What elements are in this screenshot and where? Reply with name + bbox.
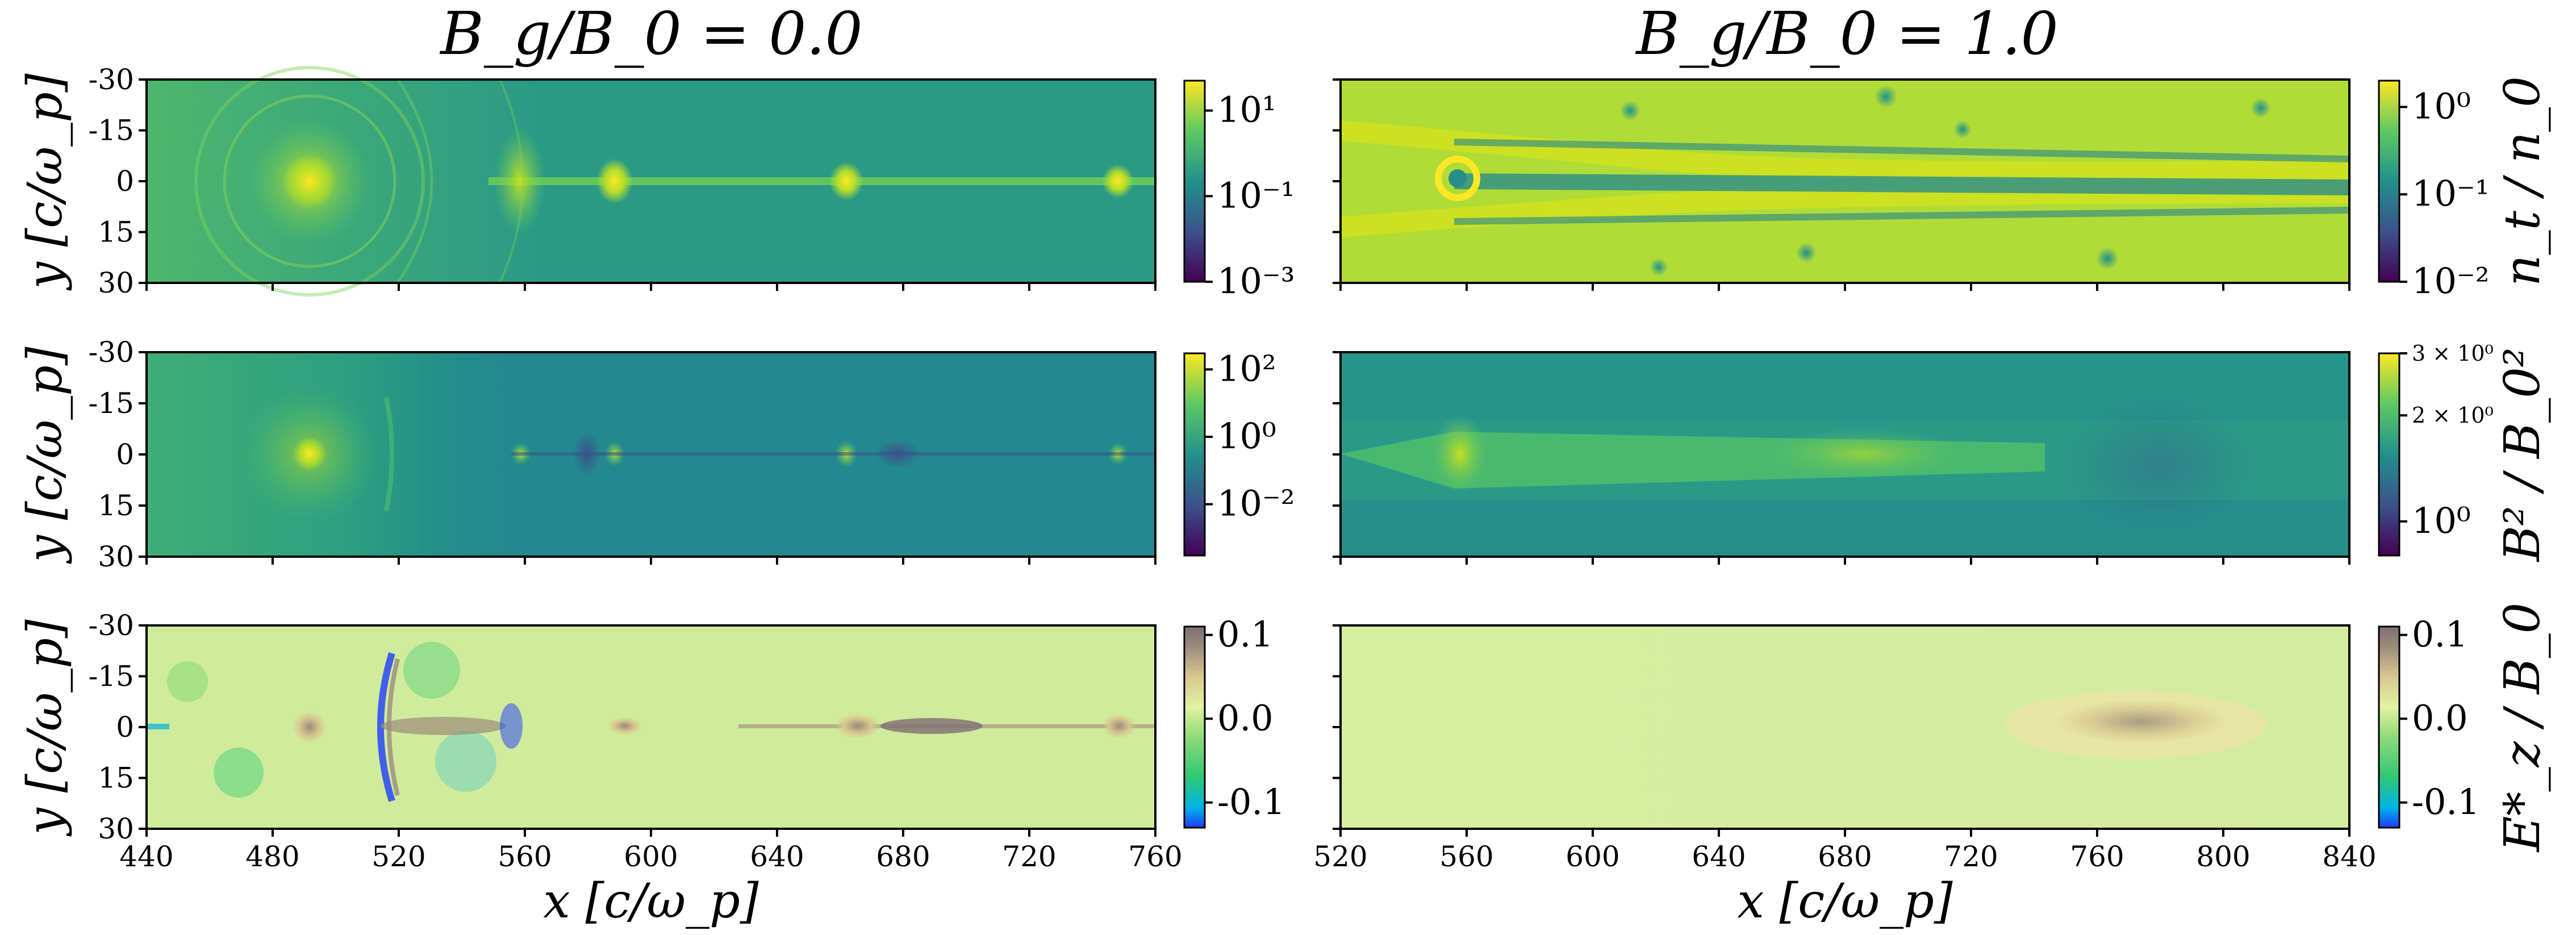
y-tick-label: 15 bbox=[98, 762, 134, 795]
colorbar-label-r2: E*_z / B_0 bbox=[2494, 603, 2551, 853]
colorbar-tick-label: 0.0 bbox=[1217, 697, 1274, 738]
y-axis-label: y [c/ω_p] bbox=[17, 347, 73, 565]
x-tick-label: 760 bbox=[1128, 840, 1182, 873]
y-tick-label: 0 bbox=[116, 438, 134, 471]
heatmap-bfield-bg0 bbox=[147, 352, 1155, 557]
x-axis-label-left: x [c/ω_p] bbox=[543, 873, 758, 929]
y-tick-label: -30 bbox=[88, 609, 134, 642]
y-tick-label: -15 bbox=[88, 114, 134, 147]
colorbar-tick-label: -0.1 bbox=[2412, 781, 2480, 823]
x-tick-label: 560 bbox=[1439, 840, 1493, 873]
colorbar-tick-label: 10¹ bbox=[1217, 89, 1276, 131]
x-tick-label: 720 bbox=[1944, 840, 1998, 873]
colorbar-tick-label: 0.1 bbox=[1217, 613, 1274, 655]
heatmap-efield-bg0 bbox=[147, 625, 1155, 829]
x-tick-label: 600 bbox=[624, 840, 678, 873]
x-tick-label: 840 bbox=[2322, 840, 2376, 873]
x-tick-label: 440 bbox=[119, 840, 173, 873]
x-tick-label: 800 bbox=[2196, 840, 2250, 873]
colorbar-r2-c0 bbox=[1183, 625, 1206, 829]
y-tick-label: -30 bbox=[88, 63, 134, 96]
x-tick-label: 680 bbox=[1818, 840, 1872, 873]
colorbar-r1-c0 bbox=[1183, 352, 1206, 557]
column-title-left: B_g/B_0 = 0.0 bbox=[439, 0, 862, 68]
colorbar-tick-label: 10² bbox=[1217, 348, 1276, 389]
colorbar-tick-label: 0.0 bbox=[2412, 697, 2468, 738]
x-tick-label: 640 bbox=[1692, 840, 1746, 873]
colorbar-tick-label: 10⁰ bbox=[2412, 85, 2471, 127]
x-tick-label: 520 bbox=[371, 840, 425, 873]
colorbar-tick-label: -0.1 bbox=[1217, 781, 1285, 823]
x-tick-label: 680 bbox=[876, 840, 930, 873]
colorbar-tick-label: 10⁻³ bbox=[1217, 260, 1295, 302]
colorbar-tick-label: 10⁻² bbox=[2412, 260, 2489, 302]
x-tick-label: 600 bbox=[1565, 840, 1619, 873]
x-tick-label: 480 bbox=[245, 840, 299, 873]
colorbar-r1-c1 bbox=[2378, 352, 2400, 557]
colorbar-tick-label: 10⁻¹ bbox=[2412, 173, 2489, 214]
colorbar-tick-label: 2 × 10⁰ bbox=[2412, 403, 2494, 428]
x-tick-label: 640 bbox=[750, 840, 804, 873]
y-axis-label: y [c/ω_p] bbox=[17, 73, 73, 291]
colorbar-tick-label: 10⁰ bbox=[2412, 500, 2471, 541]
colorbar-tick-label: 0.1 bbox=[2412, 613, 2468, 655]
y-tick-label: -15 bbox=[88, 660, 134, 693]
colorbar-label-r0: n_t / n_0 bbox=[2494, 76, 2551, 286]
colorbar-r0-c0 bbox=[1183, 80, 1206, 283]
y-tick-label: 0 bbox=[116, 165, 134, 198]
colorbar-r0-c1 bbox=[2378, 80, 2400, 283]
column-title-right: B_g/B_0 = 1.0 bbox=[1635, 0, 2058, 68]
heatmap-bfield-bg1 bbox=[1341, 352, 2349, 557]
heatmap-density-bg0 bbox=[147, 66, 1155, 297]
y-tick-label: 15 bbox=[98, 216, 134, 249]
y-tick-label: 0 bbox=[116, 711, 134, 744]
x-axis-label-right: x [c/ω_p] bbox=[1737, 873, 1952, 929]
x-tick-label: 560 bbox=[498, 840, 552, 873]
y-tick-label: 30 bbox=[98, 540, 134, 573]
colorbar-tick-label: 10⁻¹ bbox=[1217, 174, 1295, 216]
x-tick-label: 520 bbox=[1313, 840, 1367, 873]
y-tick-label: 30 bbox=[98, 812, 134, 845]
colorbar-r2-c1 bbox=[2378, 625, 2400, 829]
x-tick-label: 720 bbox=[1002, 840, 1056, 873]
y-axis-label: y [c/ω_p] bbox=[17, 619, 73, 837]
colorbar-tick-label: 10⁰ bbox=[1217, 415, 1276, 457]
colorbar-tick-label: 10⁻² bbox=[1217, 483, 1295, 524]
heatmap-density-bg1 bbox=[1339, 80, 2350, 283]
colorbar-tick-label: 3 × 10⁰ bbox=[2412, 341, 2494, 366]
y-tick-label: -15 bbox=[88, 387, 134, 420]
y-tick-label: 30 bbox=[98, 266, 134, 299]
heatmap-efield-bg1 bbox=[1341, 625, 2349, 829]
y-tick-label: -30 bbox=[88, 336, 134, 369]
y-tick-label: 15 bbox=[98, 489, 134, 522]
x-tick-label: 760 bbox=[2070, 840, 2124, 873]
colorbar-label-r1: B² / B_0² bbox=[2494, 348, 2551, 563]
